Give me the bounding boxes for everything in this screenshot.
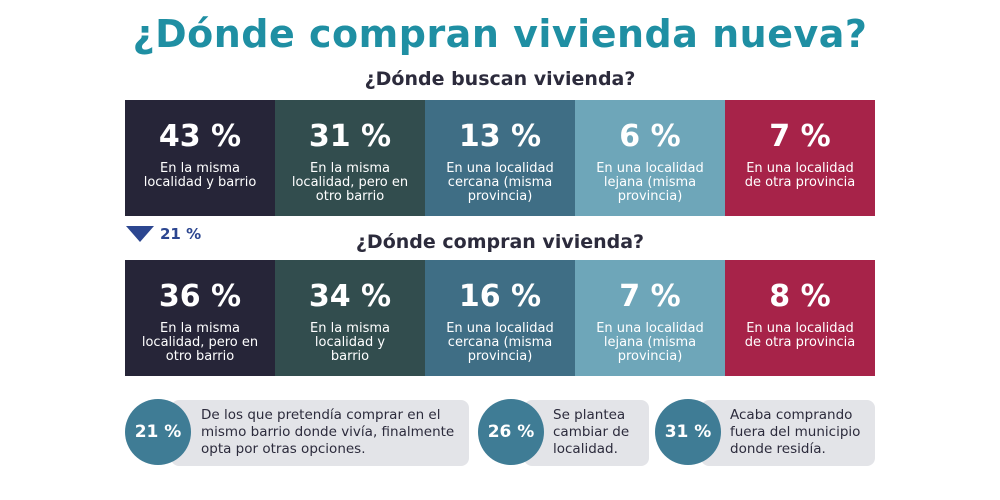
note-1: De los que pretendía comprar en el mismo… xyxy=(125,399,470,468)
change-indicator-value: 21 % xyxy=(160,225,202,243)
search-cell-1-pct: 43 % xyxy=(158,119,242,154)
buy-cell-4: 7 % En una localidad lejana (misma provi… xyxy=(575,260,725,376)
note-2-pct: 26 % xyxy=(478,399,544,465)
search-cell-5-label: En una localidad de otra provincia xyxy=(744,161,856,190)
buy-cell-1-pct: 36 % xyxy=(158,279,242,314)
buy-cell-1: 36 % En la misma localidad, pero en otro… xyxy=(125,260,275,376)
buy-cell-2-pct: 34 % xyxy=(308,279,392,314)
buy-cell-2: 34 % En la misma localidad y barrio xyxy=(275,260,425,376)
search-cell-1: 43 % En la misma localidad y barrio xyxy=(125,100,275,216)
search-cell-5-pct: 7 % xyxy=(769,119,831,154)
note-2-text: Se plantea cambiar de localidad. xyxy=(524,400,649,466)
note-1-text: De los que pretendía comprar en el mismo… xyxy=(171,400,469,466)
search-row: 43 % En la misma localidad y barrio 31 %… xyxy=(125,100,875,216)
buy-cell-4-pct: 7 % xyxy=(619,279,681,314)
main-title: ¿Dónde compran vivienda nueva? xyxy=(132,12,868,56)
buy-cell-3: 16 % En una localidad cercana (misma pro… xyxy=(425,260,575,376)
note-3: Acaba comprando fuera del municipio dond… xyxy=(655,399,875,468)
search-cell-3: 13 % En una localidad cercana (misma pro… xyxy=(425,100,575,216)
buy-cell-5-pct: 8 % xyxy=(769,279,831,314)
down-triangle-icon xyxy=(126,226,154,242)
search-cell-3-pct: 13 % xyxy=(458,119,542,154)
search-cell-2-label: En la misma localidad, pero en otro barr… xyxy=(291,161,409,204)
search-cell-4-pct: 6 % xyxy=(619,119,681,154)
buy-cell-2-label: En la misma localidad y barrio xyxy=(310,321,390,364)
change-indicator: 21 % xyxy=(126,224,201,244)
buy-heading: ¿Dónde compran vivienda? xyxy=(355,231,645,253)
buy-cell-5: 8 % En una localidad de otra provincia xyxy=(725,260,875,376)
search-cell-2-pct: 31 % xyxy=(308,119,392,154)
buy-row: 36 % En la misma localidad, pero en otro… xyxy=(125,260,875,376)
note-3-text: Acaba comprando fuera del municipio dond… xyxy=(701,400,875,466)
note-1-pct: 21 % xyxy=(125,399,191,465)
note-3-pct: 31 % xyxy=(655,399,721,465)
search-cell-4-label: En una localidad lejana (misma provincia… xyxy=(596,161,704,204)
search-cell-1-label: En la misma localidad y barrio xyxy=(143,161,257,190)
search-cell-5: 7 % En una localidad de otra provincia xyxy=(725,100,875,216)
search-cell-3-label: En una localidad cercana (misma provinci… xyxy=(446,161,554,204)
buy-cell-4-label: En una localidad lejana (misma provincia… xyxy=(596,321,704,364)
buy-cell-3-label: En una localidad cercana (misma provinci… xyxy=(446,321,554,364)
buy-cell-5-label: En una localidad de otra provincia xyxy=(744,321,856,350)
search-cell-2: 31 % En la misma localidad, pero en otro… xyxy=(275,100,425,216)
search-heading: ¿Dónde buscan vivienda? xyxy=(364,68,636,90)
buy-cell-3-pct: 16 % xyxy=(458,279,542,314)
note-2: Se plantea cambiar de localidad. 26 % xyxy=(478,399,650,468)
search-cell-4: 6 % En una localidad lejana (misma provi… xyxy=(575,100,725,216)
buy-cell-1-label: En la misma localidad, pero en otro barr… xyxy=(141,321,259,364)
